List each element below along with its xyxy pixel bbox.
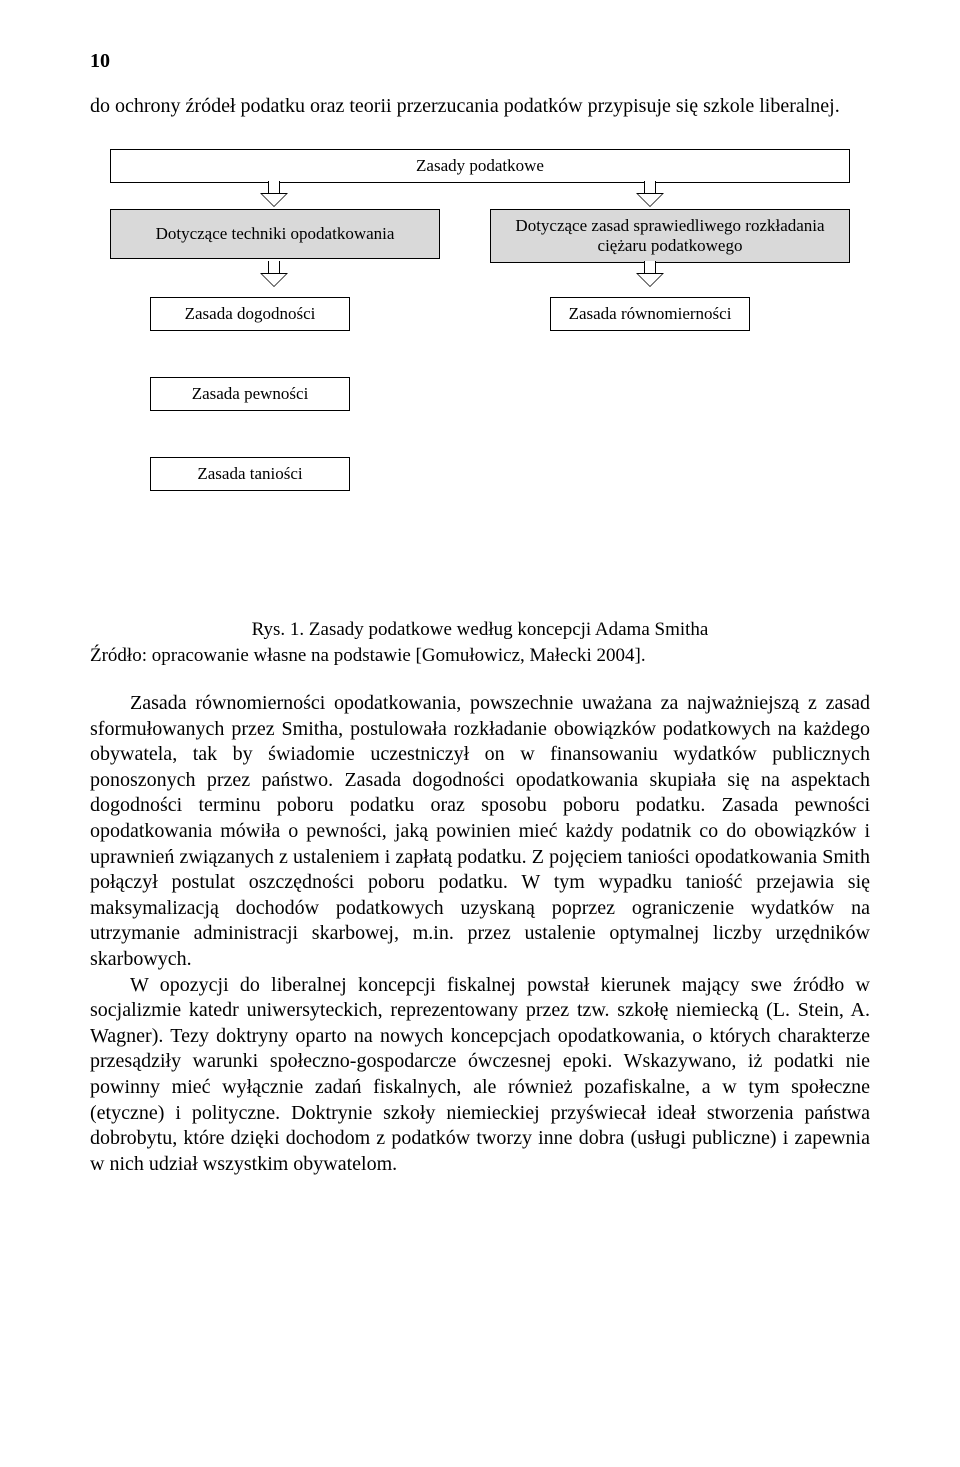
figure-caption: Rys. 1. Zasady podatkowe według koncepcj… [90,619,870,641]
page-number: 10 [90,50,870,73]
node-rownomiernosci: Zasada równomierności [550,297,750,331]
node-dogodnosci: Zasada dogodności [150,297,350,331]
node-taniosci: Zasada taniości [150,457,350,491]
body-text: Zasada równomierności opodatkowania, pow… [90,691,870,1177]
node-sprawiedliwego: Dotyczące zasad sprawiedliwego rozkładan… [490,209,850,263]
paragraph-1: Zasada równomierności opodatkowania, pow… [90,691,870,973]
node-title: Zasady podatkowe [110,149,850,183]
node-pewnosci: Zasada pewności [150,377,350,411]
intro-paragraph: do ochrony źródeł podatku oraz teorii pr… [90,93,870,119]
node-techniki: Dotyczące techniki opodatkowania [110,209,440,259]
paragraph-2: W opozycji do liberalnej koncepcji fiska… [90,973,870,1178]
flowchart-diagram: Zasady podatkowe Dotyczące techniki opod… [90,149,870,589]
figure-source: Źródło: opracowanie własne na podstawie … [90,645,870,667]
